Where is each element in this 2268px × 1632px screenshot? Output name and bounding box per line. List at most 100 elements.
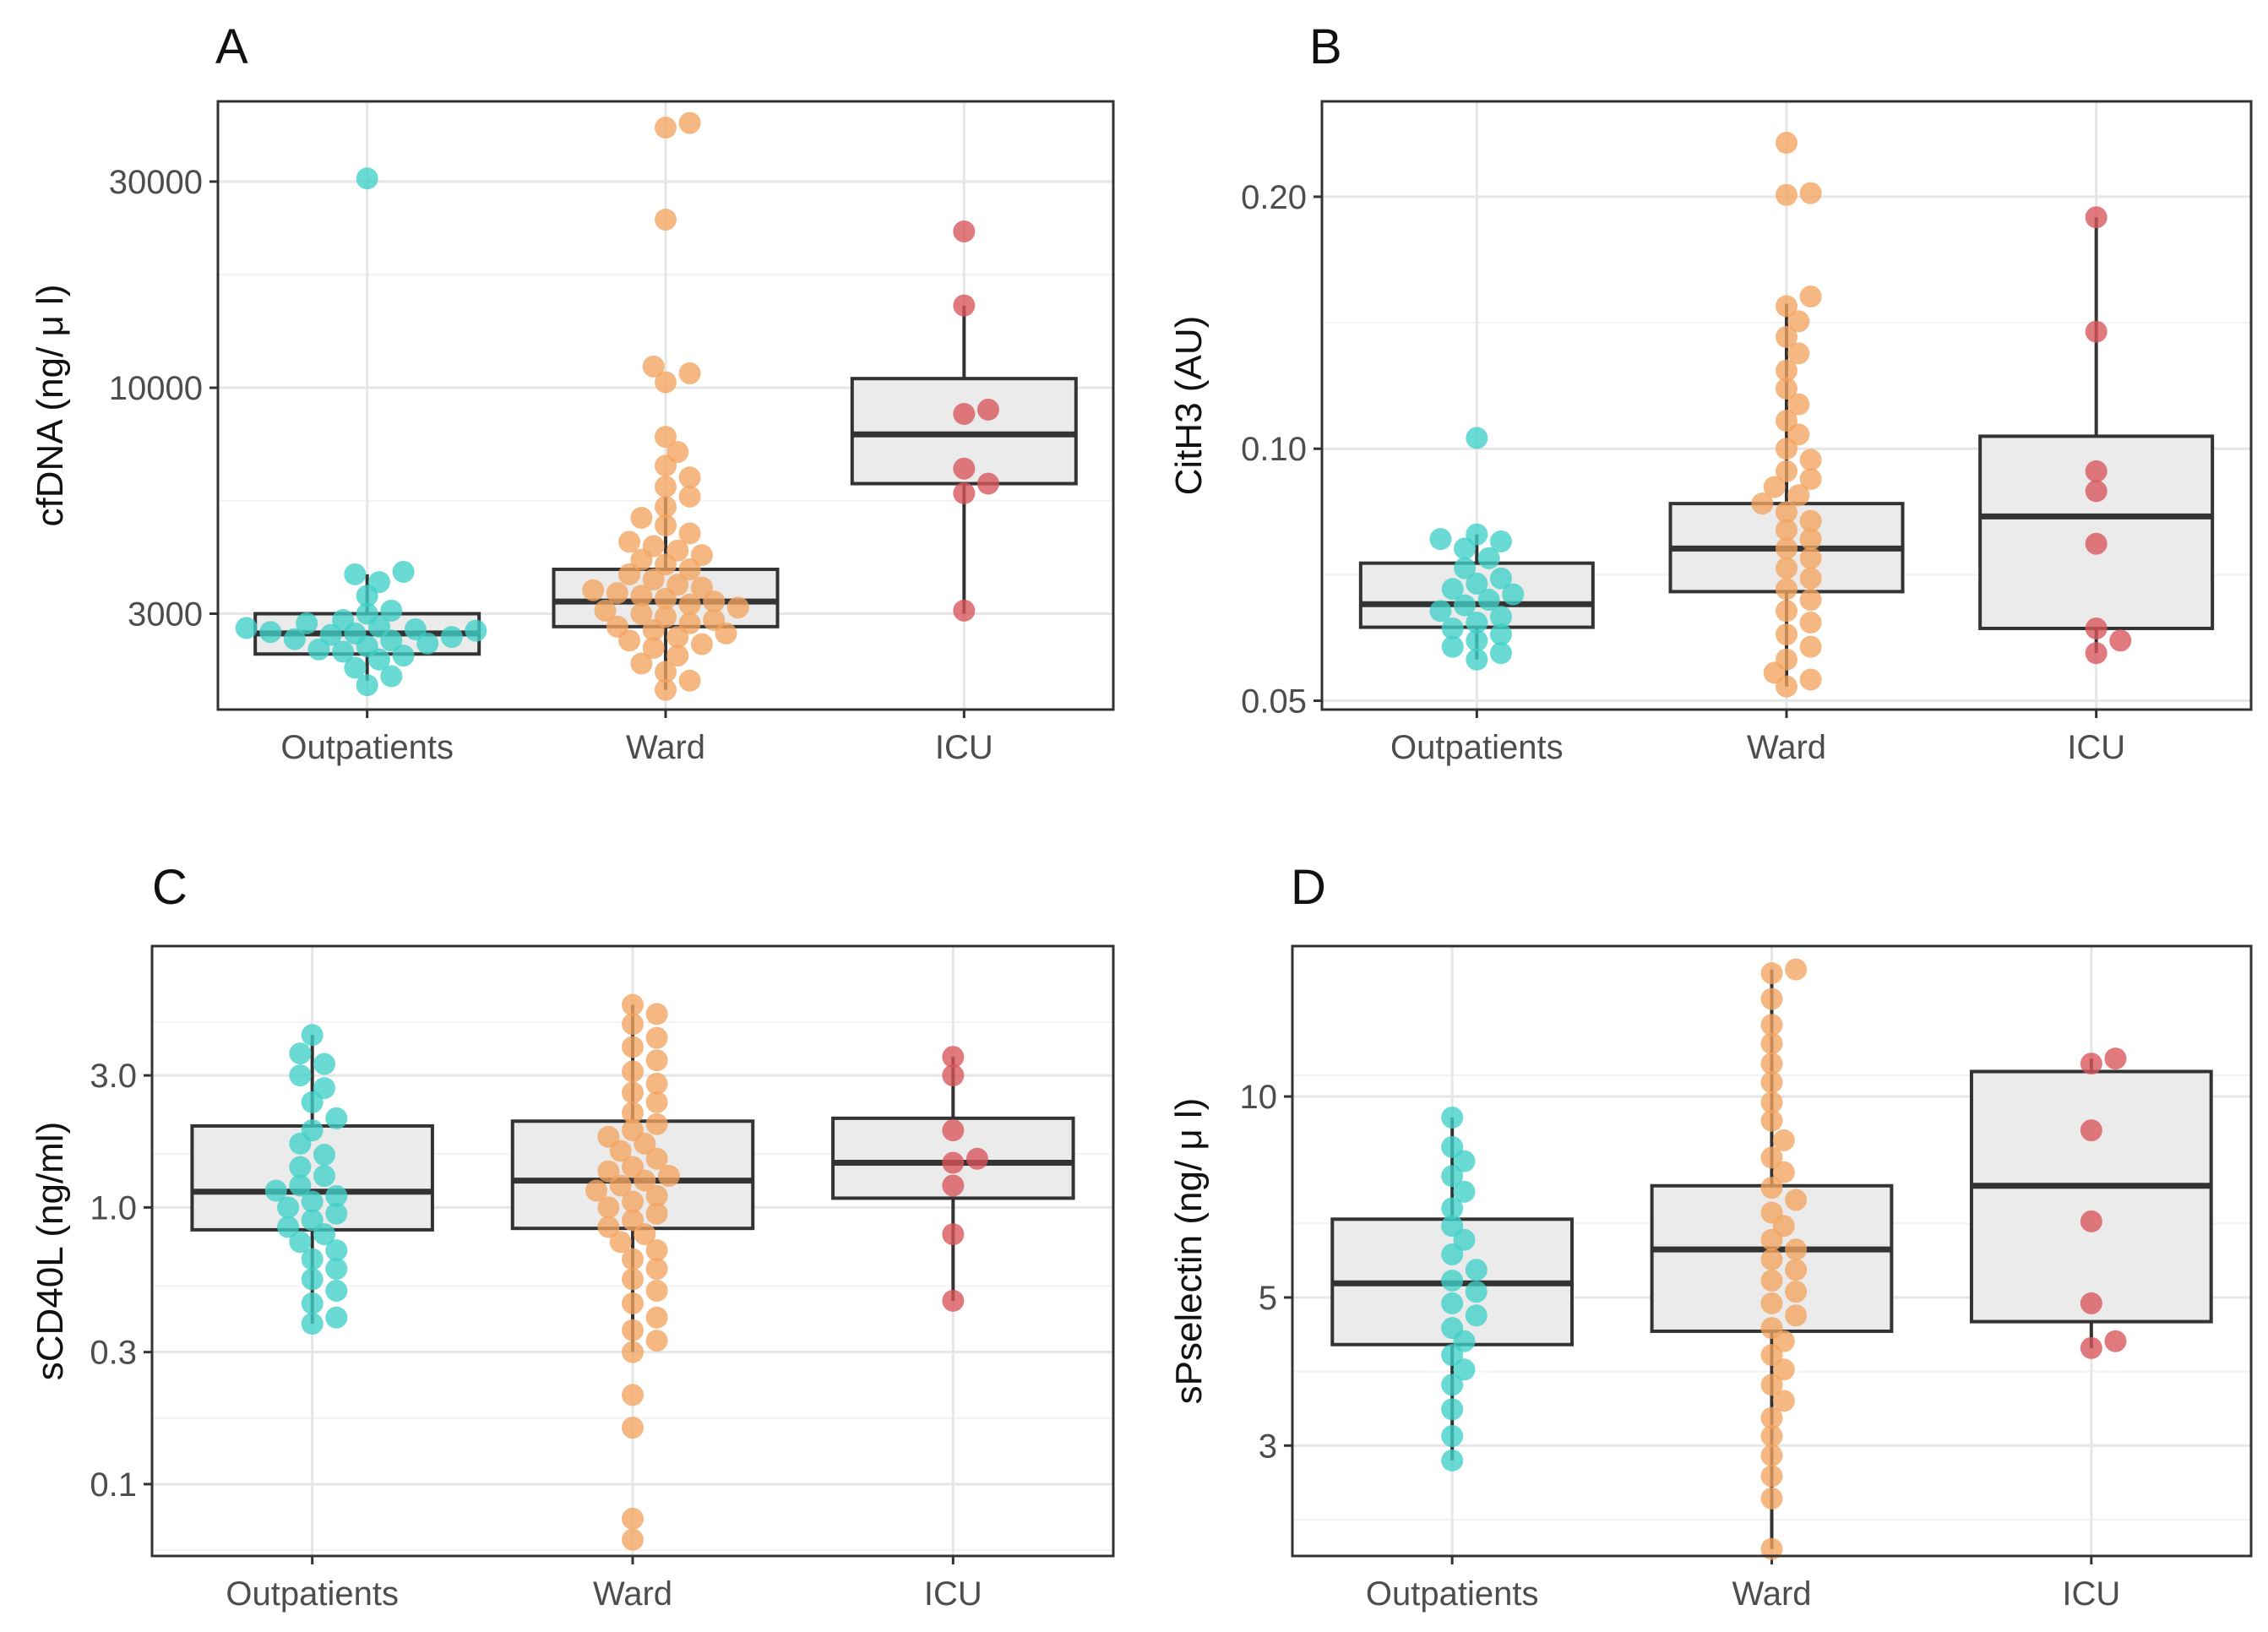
data-point xyxy=(356,602,378,625)
y-tick-label: 10000 xyxy=(109,370,203,407)
data-point xyxy=(597,1216,620,1238)
data-point xyxy=(1466,427,1488,449)
data-point xyxy=(1785,1259,1808,1281)
data-point xyxy=(618,563,641,585)
y-axis-title: sPselectin (ng/ μ l) xyxy=(1168,1098,1210,1405)
data-point xyxy=(1776,600,1798,623)
data-point xyxy=(1776,460,1798,482)
data-point xyxy=(666,539,689,562)
data-point xyxy=(325,1202,348,1225)
data-point xyxy=(976,472,999,495)
data-point xyxy=(953,599,976,622)
data-point xyxy=(392,645,415,667)
data-point xyxy=(1441,1374,1464,1396)
data-point xyxy=(597,1125,620,1148)
data-point xyxy=(1760,1317,1783,1340)
data-point xyxy=(1441,1243,1464,1266)
x-tick-label: ICU xyxy=(935,729,993,766)
data-point xyxy=(655,208,677,231)
data-point xyxy=(1787,484,1810,507)
iqr-box xyxy=(1969,1069,2213,1324)
data-point xyxy=(301,1268,324,1291)
x-tick-label: Outpatients xyxy=(280,729,454,766)
data-point xyxy=(666,645,689,667)
data-point xyxy=(645,1003,668,1025)
x-tick-label: Ward xyxy=(626,729,705,766)
data-point xyxy=(965,1147,988,1170)
data-point xyxy=(2085,642,2108,665)
data-point xyxy=(942,1119,965,1142)
data-point xyxy=(301,1313,324,1336)
y-axis-title: CitH3 (AU) xyxy=(1168,316,1210,496)
data-point xyxy=(1441,635,1464,658)
group-outpatients xyxy=(190,1024,434,1336)
data-point xyxy=(1776,519,1798,541)
y-tick-label: 0.3 xyxy=(90,1335,137,1372)
data-point xyxy=(645,1306,668,1329)
data-point xyxy=(392,560,415,583)
data-point xyxy=(325,1107,348,1129)
data-point xyxy=(645,1049,668,1072)
data-point xyxy=(1760,1109,1783,1132)
data-point xyxy=(289,1231,312,1254)
data-point xyxy=(1776,295,1798,318)
group-icu xyxy=(831,1046,1075,1312)
data-point xyxy=(726,596,749,619)
data-point xyxy=(703,609,726,632)
data-point xyxy=(235,617,258,639)
data-point xyxy=(301,1024,324,1047)
data-point xyxy=(953,402,976,425)
data-point xyxy=(622,1060,644,1083)
y-tick-label: 5 xyxy=(1259,1280,1277,1317)
data-point xyxy=(356,167,378,190)
data-point xyxy=(325,1279,348,1302)
data-point xyxy=(1466,648,1488,671)
data-point xyxy=(622,993,644,1016)
data-point xyxy=(942,1174,965,1197)
data-point xyxy=(259,621,282,644)
data-point xyxy=(630,602,653,625)
data-point xyxy=(953,220,976,242)
data-point xyxy=(645,1239,668,1262)
data-point xyxy=(622,1292,644,1314)
data-point xyxy=(307,638,330,661)
data-point xyxy=(645,1112,668,1135)
data-point xyxy=(1760,1406,1783,1429)
panel-border xyxy=(1291,944,2253,1558)
data-point xyxy=(319,623,342,646)
data-point xyxy=(622,1190,644,1213)
data-point xyxy=(655,678,677,701)
data-point xyxy=(313,1077,335,1100)
data-point xyxy=(2085,320,2108,343)
data-point xyxy=(344,563,367,585)
x-tick-label: Ward xyxy=(1747,729,1826,766)
data-point xyxy=(655,476,677,498)
data-point xyxy=(594,599,617,622)
data-point xyxy=(585,1179,608,1202)
y-tick-label: 0.20 xyxy=(1241,179,1307,216)
data-point xyxy=(332,640,355,663)
x-tick-label: Ward xyxy=(593,1575,672,1613)
data-point xyxy=(2080,1292,2102,1314)
data-point xyxy=(332,609,355,632)
data-point xyxy=(642,355,665,378)
data-point xyxy=(666,441,689,464)
data-point xyxy=(1776,557,1798,579)
data-point xyxy=(1760,962,1783,985)
data-point xyxy=(1489,623,1512,646)
group-icu xyxy=(850,220,1078,622)
group-ward xyxy=(552,112,780,701)
group-outpatients xyxy=(1330,1106,1575,1472)
data-point xyxy=(1785,958,1808,981)
data-point xyxy=(1454,557,1477,579)
y-axis-title: sCD40L (ng/ml) xyxy=(30,1122,71,1380)
data-point xyxy=(1787,310,1810,333)
data-point xyxy=(277,1216,300,1238)
data-point xyxy=(609,1231,632,1254)
data-point xyxy=(597,1196,620,1219)
data-point xyxy=(1760,1091,1783,1114)
data-point xyxy=(1466,523,1488,546)
data-point xyxy=(645,1091,668,1113)
data-point xyxy=(655,371,677,394)
